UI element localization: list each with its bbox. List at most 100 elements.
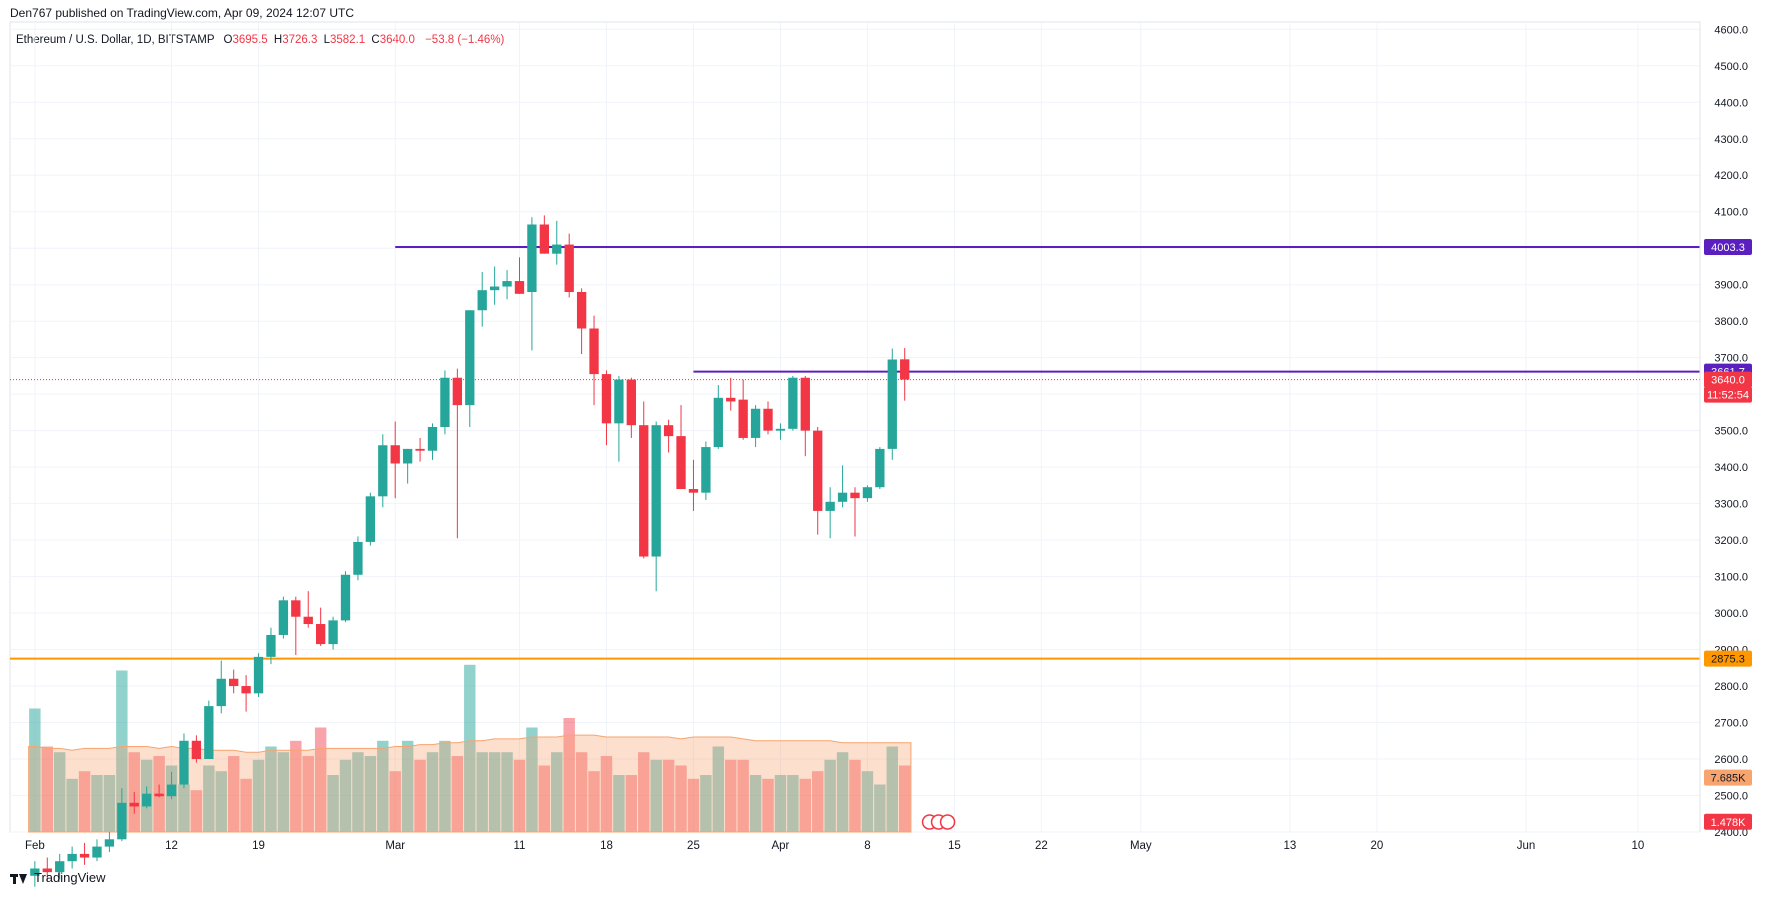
candle-body[interactable] bbox=[800, 377, 810, 431]
candle-body[interactable] bbox=[713, 397, 723, 448]
volume-ma-label-bg bbox=[1704, 769, 1752, 786]
candle-body[interactable] bbox=[365, 496, 376, 542]
candle-body[interactable] bbox=[651, 425, 661, 557]
volume-bar bbox=[476, 752, 488, 832]
candle-body[interactable] bbox=[875, 448, 885, 488]
volume-bar bbox=[314, 727, 327, 832]
high-label: H bbox=[273, 34, 283, 46]
volume-bar bbox=[389, 771, 401, 832]
candle-body[interactable] bbox=[676, 436, 686, 490]
volume-bar bbox=[774, 775, 787, 832]
candle-body[interactable] bbox=[303, 616, 313, 625]
candle-body[interactable] bbox=[465, 310, 475, 406]
candle-body[interactable] bbox=[353, 541, 363, 575]
candle-body[interactable] bbox=[626, 379, 636, 426]
candle-body[interactable] bbox=[614, 379, 624, 424]
candle-body[interactable] bbox=[489, 286, 500, 291]
volume-bar bbox=[401, 740, 414, 832]
candle-body[interactable] bbox=[663, 425, 674, 437]
x-tick-label: 18 bbox=[600, 840, 613, 852]
candle-body[interactable] bbox=[452, 377, 463, 406]
candle-body[interactable] bbox=[402, 448, 413, 464]
candle-body[interactable] bbox=[850, 492, 860, 499]
bar-countdown-label-bg bbox=[1704, 386, 1752, 403]
candle-body[interactable] bbox=[502, 281, 512, 287]
volume-bar bbox=[675, 765, 687, 832]
candle-body[interactable] bbox=[154, 793, 164, 797]
candle-body[interactable] bbox=[576, 292, 587, 329]
candle-body[interactable] bbox=[601, 374, 612, 424]
candle-body[interactable] bbox=[564, 244, 574, 292]
candle-body[interactable] bbox=[117, 802, 127, 840]
x-tick-label: 12 bbox=[165, 840, 178, 852]
volume-bar bbox=[712, 746, 725, 832]
candle-body[interactable] bbox=[204, 706, 214, 760]
volume-bar bbox=[91, 775, 103, 832]
candle-body[interactable] bbox=[328, 620, 338, 645]
candle-body[interactable] bbox=[241, 686, 251, 694]
candle-body[interactable] bbox=[179, 740, 189, 785]
candle-body[interactable] bbox=[589, 328, 599, 375]
candle-body[interactable] bbox=[688, 489, 699, 493]
candle-body[interactable] bbox=[639, 425, 649, 557]
candle-body[interactable] bbox=[527, 224, 537, 293]
candle-body[interactable] bbox=[788, 377, 798, 429]
candle-body[interactable] bbox=[129, 802, 139, 807]
candle-body[interactable] bbox=[316, 624, 326, 645]
candle-body[interactable] bbox=[67, 853, 77, 862]
candle-body[interactable] bbox=[415, 448, 425, 451]
candle-body[interactable] bbox=[887, 359, 897, 449]
candle-body[interactable] bbox=[42, 868, 52, 873]
candle-body[interactable] bbox=[92, 846, 102, 858]
candle-body[interactable] bbox=[142, 793, 152, 807]
candle-body[interactable] bbox=[340, 574, 351, 621]
candle-body[interactable] bbox=[726, 397, 736, 402]
bar-countdown-label: 11:52:54 bbox=[1707, 390, 1749, 402]
candle-body[interactable] bbox=[378, 445, 388, 497]
candle-body[interactable] bbox=[813, 430, 823, 511]
candle-body[interactable] bbox=[552, 244, 562, 254]
candle-body[interactable] bbox=[775, 428, 786, 431]
candle-body[interactable] bbox=[763, 408, 773, 431]
y-tick-label: 4600.0 bbox=[1714, 24, 1748, 36]
candle-body[interactable] bbox=[750, 408, 761, 438]
candle-body[interactable] bbox=[278, 600, 289, 635]
candle-body[interactable] bbox=[427, 427, 438, 451]
volume-bar bbox=[538, 765, 551, 832]
candle-body[interactable] bbox=[104, 839, 115, 847]
horizontal-lines[interactable] bbox=[10, 246, 1700, 660]
candle-body[interactable] bbox=[825, 501, 835, 511]
candle-body[interactable] bbox=[266, 634, 276, 657]
candle-body[interactable] bbox=[477, 290, 487, 311]
candle-body[interactable] bbox=[514, 281, 525, 294]
candle-body[interactable] bbox=[900, 359, 910, 380]
volume-bar bbox=[439, 740, 451, 832]
change-value: −53.8 (−1.46%) bbox=[425, 34, 505, 46]
candle-body[interactable] bbox=[862, 487, 873, 499]
support-2875-label: 2875.3 bbox=[1711, 654, 1745, 666]
resistance-4003-label: 4003.3 bbox=[1711, 242, 1745, 254]
candle-body[interactable] bbox=[216, 678, 226, 707]
economic-event-flag-icon[interactable] bbox=[939, 814, 956, 830]
candle-body[interactable] bbox=[229, 678, 239, 687]
candle-body[interactable] bbox=[539, 224, 549, 254]
volume-bar bbox=[526, 727, 538, 832]
candle-body[interactable] bbox=[166, 784, 177, 797]
candle-body[interactable] bbox=[390, 445, 400, 464]
candle-body[interactable] bbox=[79, 853, 90, 858]
candles[interactable] bbox=[30, 215, 956, 887]
candle-body[interactable] bbox=[291, 600, 301, 617]
candle-body[interactable] bbox=[837, 492, 848, 502]
x-tick-label: 20 bbox=[1371, 840, 1384, 852]
x-tick-label: Apr bbox=[771, 840, 789, 852]
candle-body[interactable] bbox=[738, 399, 748, 438]
volume-bar bbox=[749, 775, 762, 832]
candle-body[interactable] bbox=[55, 861, 65, 873]
candle-body[interactable] bbox=[30, 868, 40, 876]
candle-body[interactable] bbox=[253, 656, 264, 694]
candle-body[interactable] bbox=[440, 377, 450, 427]
candle-body[interactable] bbox=[191, 740, 202, 760]
y-tick-label: 3000.0 bbox=[1714, 608, 1748, 620]
candle-body[interactable] bbox=[701, 447, 711, 493]
